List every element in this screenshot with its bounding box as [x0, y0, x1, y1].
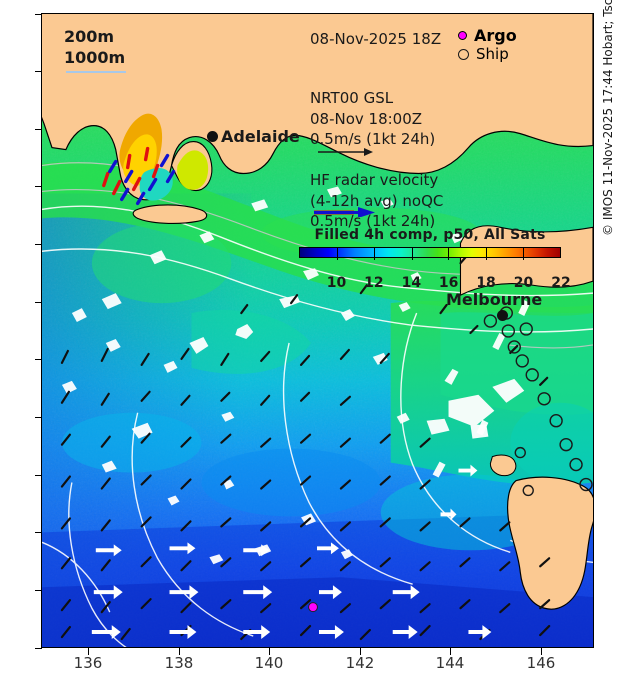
x-tick-label: 136	[73, 654, 103, 672]
legend-row-argo: Argo	[458, 26, 517, 45]
colorbar-tick-14: 14	[401, 275, 422, 291]
city-label: Melbourne	[446, 290, 543, 309]
city-marker-adelaide: Adelaide	[207, 127, 300, 146]
hf-radar-key-arrow	[314, 207, 375, 217]
colorbar-tick-20: 20	[513, 275, 534, 291]
x-tick-label: 144	[435, 654, 465, 672]
info-line-4: HF radar velocity	[310, 171, 439, 189]
map-date-label: 08-Nov-2025 18Z	[310, 30, 442, 48]
ship-legend-label: Ship	[476, 45, 509, 63]
marker-legend: Argo Ship	[458, 26, 517, 64]
depth-1000m-label: 1000m	[64, 48, 126, 67]
info-line-5: (4-12h avg) noQC	[310, 191, 444, 210]
credit-text: © IMOS 11-Nov-2025 17:44 Hobart; Tscale=…	[601, 0, 615, 236]
surface-current-arrows	[91, 464, 492, 640]
legend-row-ship: Ship	[458, 45, 517, 64]
depth-contour-200m	[42, 205, 593, 647]
colorbar-tick-22: 22	[551, 275, 571, 291]
x-tick-label: 138	[164, 654, 194, 672]
colorbar-gradient	[299, 247, 561, 260]
argo-float-marker	[308, 602, 318, 613]
city-marker-melbourne: Melbourne	[446, 290, 542, 309]
land-layer	[42, 14, 593, 610]
depth-scale-legend: 200m 1000m	[64, 26, 125, 68]
city-dot-melbourne	[497, 310, 508, 321]
info-line-1: NRT00 GSL	[310, 89, 394, 107]
map-plot-area[interactable]: 200m 1000m 08-Nov-2025 18Z Argo Ship NRT…	[41, 13, 594, 648]
colorbar-tick-18: 18	[476, 275, 496, 291]
x-tick-label: 142	[345, 654, 375, 672]
colorbar-title: Filled 4h comp, p50, All Sats	[314, 227, 546, 243]
info-line-2: 08-Nov 18:00Z	[310, 109, 423, 128]
argo-legend-label: Argo	[474, 26, 517, 45]
city-label: Adelaide	[221, 127, 300, 146]
x-tick-label: 140	[254, 654, 284, 672]
colorbar-tick-12: 12	[364, 275, 384, 291]
info-line-3: 0.5m/s (1kt 24h)	[310, 130, 436, 148]
info-line-6: 0.5m/s (1kt 24h)	[310, 212, 436, 230]
vector-key-text-block: NRT00 GSL 08-Nov 18:00Z 0.5m/s (1kt 24h)…	[310, 88, 443, 232]
colorbar-tick-16: 16	[438, 275, 459, 291]
city-dot	[207, 131, 218, 142]
depth-scale-line	[66, 71, 126, 73]
hf-radar-vectors	[102, 146, 176, 206]
x-tick-label: 146	[526, 654, 556, 672]
ship-marker-icon	[458, 49, 469, 60]
sst-raster-layer	[42, 14, 593, 647]
colorbar: Filled 4h comp, p50, All Sats 10 12 14 1…	[299, 227, 571, 291]
sst-current-key-arrow	[318, 148, 373, 156]
colorbar-tick-10: 10	[326, 275, 347, 291]
depth-200m-label: 200m	[64, 27, 115, 46]
argo-marker-icon	[458, 31, 467, 40]
